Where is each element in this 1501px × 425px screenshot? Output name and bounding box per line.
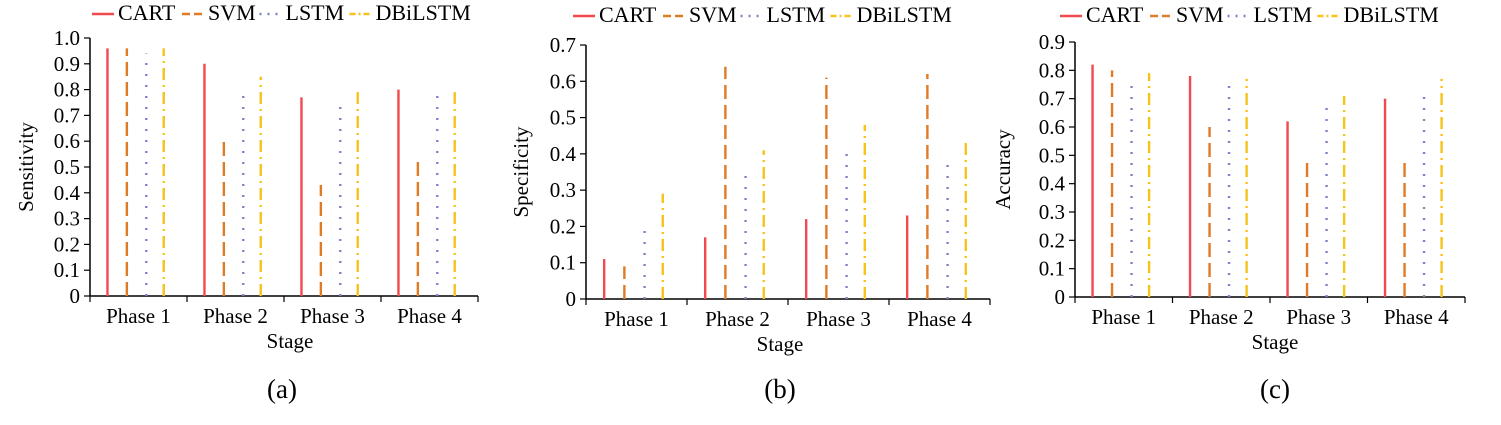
y-tick-label: 0 <box>1055 285 1066 309</box>
y-tick-label: 0.1 <box>550 251 576 275</box>
panel-label: (b) <box>764 374 795 404</box>
x-axis-title: Stage <box>1252 330 1299 354</box>
y-tick-label: 0.5 <box>1039 143 1065 167</box>
y-tick-label: 0.1 <box>54 258 80 282</box>
y-axis-title: Specificity <box>509 126 533 217</box>
legend-label-svm: SVM <box>208 0 256 25</box>
y-tick-label: 0.2 <box>1039 228 1065 252</box>
x-axis-title: Stage <box>267 329 314 353</box>
x-axis-title: Stage <box>757 332 804 356</box>
legend-label-dbilstm: DBiLSTM <box>376 0 471 25</box>
y-axis-title: Accuracy <box>991 129 1015 210</box>
legend-label-lstm: LSTM <box>767 2 826 27</box>
x-tick-label: Phase 4 <box>1384 305 1449 329</box>
x-tick-label: Phase 2 <box>705 307 770 331</box>
legend-label-svm: SVM <box>1176 2 1224 27</box>
x-tick-label: Phase 1 <box>604 307 669 331</box>
chart-panel-3: 0 0.1 0.2 0.3 0.4 0.5 0.6 0.7 0.8 0.9 Phase 1 Phase… <box>991 2 1466 404</box>
x-tick-label: Phase 3 <box>1286 305 1351 329</box>
y-tick-label: 0.5 <box>54 155 80 179</box>
y-tick-label: 0.3 <box>550 178 576 202</box>
y-tick-label: 0.8 <box>54 78 80 102</box>
y-axis-title: Sensitivity <box>14 122 38 212</box>
y-tick-label: 0.1 <box>1039 257 1065 281</box>
y-tick-label: 0.7 <box>550 33 576 57</box>
y-tick-label: 0.2 <box>550 214 576 238</box>
legend-label-cart: CART <box>118 0 176 25</box>
y-tick-label: 0.6 <box>54 129 80 153</box>
legend-label-lstm: LSTM <box>286 0 345 25</box>
legend-label-svm: SVM <box>689 2 737 27</box>
y-tick-label: 0.3 <box>1039 200 1065 224</box>
y-tick-label: 0.7 <box>1039 87 1065 111</box>
y-tick-label: 0.4 <box>1039 172 1066 196</box>
legend-label-dbilstm: DBiLSTM <box>1344 2 1439 27</box>
legend-label-cart: CART <box>599 2 657 27</box>
y-tick-label: 0 <box>566 287 577 311</box>
y-tick-label: 0.5 <box>550 106 576 130</box>
y-tick-label: 1.0 <box>54 26 80 50</box>
y-tick-label: 0.8 <box>1039 58 1065 82</box>
legend-label-dbilstm: DBiLSTM <box>857 2 952 27</box>
y-tick-label: 0.2 <box>54 232 80 256</box>
y-tick-label: 0.4 <box>550 142 577 166</box>
legend-label-cart: CART <box>1086 2 1144 27</box>
y-tick-label: 0.9 <box>54 52 80 76</box>
x-tick-label: Phase 4 <box>907 307 972 331</box>
x-tick-label: Phase 2 <box>203 304 268 328</box>
x-tick-label: Phase 1 <box>106 304 171 328</box>
y-tick-label: 0 <box>70 284 81 308</box>
y-tick-label: 0.7 <box>54 103 80 127</box>
y-tick-label: 0.9 <box>1039 30 1065 54</box>
y-tick-label: 0.6 <box>550 69 576 93</box>
panel-label: (a) <box>267 374 297 404</box>
y-tick-label: 0.4 <box>54 181 81 205</box>
chart-panel-1: 00.10.20.30.40.50.60.70.80.91.0 Phase 1 Ph… <box>14 0 479 404</box>
x-tick-label: Phase 3 <box>806 307 871 331</box>
x-tick-label: Phase 4 <box>397 304 462 328</box>
legend-label-lstm: LSTM <box>1254 2 1313 27</box>
chart-panel-2: 0 0.1 0.2 0.3 0.4 0.5 0.6 0.7 Phase 1 Phase 2 Phas… <box>509 2 991 404</box>
panel-label: (c) <box>1260 374 1290 404</box>
y-tick-label: 0.6 <box>1039 115 1065 139</box>
x-tick-label: Phase 2 <box>1189 305 1254 329</box>
x-tick-label: Phase 1 <box>1091 305 1156 329</box>
x-tick-label: Phase 3 <box>300 304 365 328</box>
y-tick-label: 0.3 <box>54 207 80 231</box>
